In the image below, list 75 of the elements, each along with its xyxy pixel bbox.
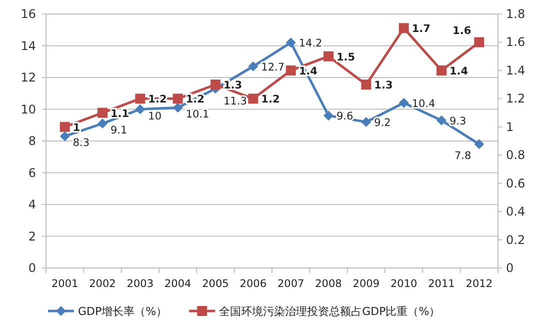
data-label: 9.3 [450, 115, 466, 128]
data-label: 1.3 [224, 80, 242, 92]
y-tick-label: 14 [20, 38, 36, 53]
x-tick-label: 2011 [428, 278, 455, 290]
x-tick-label: 2002 [89, 278, 116, 290]
y-tick-label: 0 [28, 261, 36, 275]
data-label: 14.2 [298, 38, 322, 50]
data-label: 9.1 [110, 124, 128, 137]
point [398, 98, 409, 108]
y-tick-label: 6 [28, 166, 36, 180]
point [172, 94, 183, 104]
point [436, 65, 446, 76]
data-label: 10.4 [412, 98, 436, 110]
y2-tick-label: 1 [506, 120, 514, 134]
y-tick-label: 12 [20, 70, 36, 84]
x-tick-label: 2012 [466, 278, 493, 290]
y-tick-label: 10 [20, 102, 36, 116]
point [324, 110, 334, 121]
y2-tick-label: 0.8 [506, 148, 526, 162]
legend-label: 全国环境污染治理投资总额占GDP比重（%） [219, 305, 440, 318]
y2-tick-label: 0.4 [506, 204, 526, 219]
x-tick-label: 2003 [126, 278, 154, 290]
x-tick-label: 2007 [277, 278, 304, 290]
point [60, 122, 70, 132]
point [248, 61, 258, 72]
point [135, 94, 146, 104]
data-label: 1.5 [336, 51, 356, 64]
y2-tick-label: 1.2 [506, 92, 526, 106]
data-label: 1.4 [450, 65, 468, 78]
y2-tick-label: 1.8 [506, 7, 526, 21]
point [210, 80, 220, 90]
point [436, 115, 446, 126]
data-label: 1.7 [412, 23, 430, 36]
y2-tick-label: 0 [506, 261, 514, 275]
point [135, 104, 146, 114]
point [361, 116, 372, 127]
y-tick-label: 2 [28, 229, 36, 244]
y2-tick-label: 0.2 [506, 232, 526, 247]
legend-label: GDP增长率（%） [78, 305, 168, 318]
point [474, 37, 484, 48]
point [286, 38, 296, 48]
point [98, 118, 108, 129]
data-label: 12.7 [261, 61, 285, 74]
point [361, 80, 372, 90]
y2-tick-label: 0.6 [506, 176, 526, 190]
point [286, 65, 296, 76]
y-tick-label: 16 [20, 7, 36, 21]
x-tick-label: 2006 [240, 278, 267, 290]
point [98, 108, 108, 118]
data-label: 7.8 [454, 150, 472, 162]
data-label: 1.3 [374, 80, 393, 92]
point [474, 139, 484, 150]
x-tick-label: 2005 [202, 278, 229, 290]
data-label: 10.1 [186, 108, 210, 121]
x-tick-label: 2008 [315, 278, 342, 290]
y-tick-label: 8 [28, 134, 36, 148]
point [60, 131, 70, 142]
point [398, 23, 409, 34]
data-label: 9.2 [374, 116, 391, 129]
y2-tick-label: 1.4 [506, 63, 526, 78]
data-label: 8.3 [72, 137, 90, 150]
data-label: 1.2 [261, 94, 280, 106]
y-tick-label: 4 [28, 198, 36, 212]
point [172, 102, 183, 113]
data-label: 1.6 [452, 25, 472, 38]
y2-tick-label: 1.6 [506, 35, 526, 50]
data-label: 1 [72, 122, 80, 134]
data-label: 10 [148, 110, 162, 122]
x-tick-label: 2004 [164, 278, 192, 290]
point [248, 94, 258, 104]
point [324, 51, 334, 62]
x-tick-label: 2001 [51, 278, 78, 290]
data-label: 11.3 [224, 96, 247, 108]
x-tick-label: 2009 [352, 278, 380, 290]
x-tick-label: 2010 [390, 278, 418, 290]
